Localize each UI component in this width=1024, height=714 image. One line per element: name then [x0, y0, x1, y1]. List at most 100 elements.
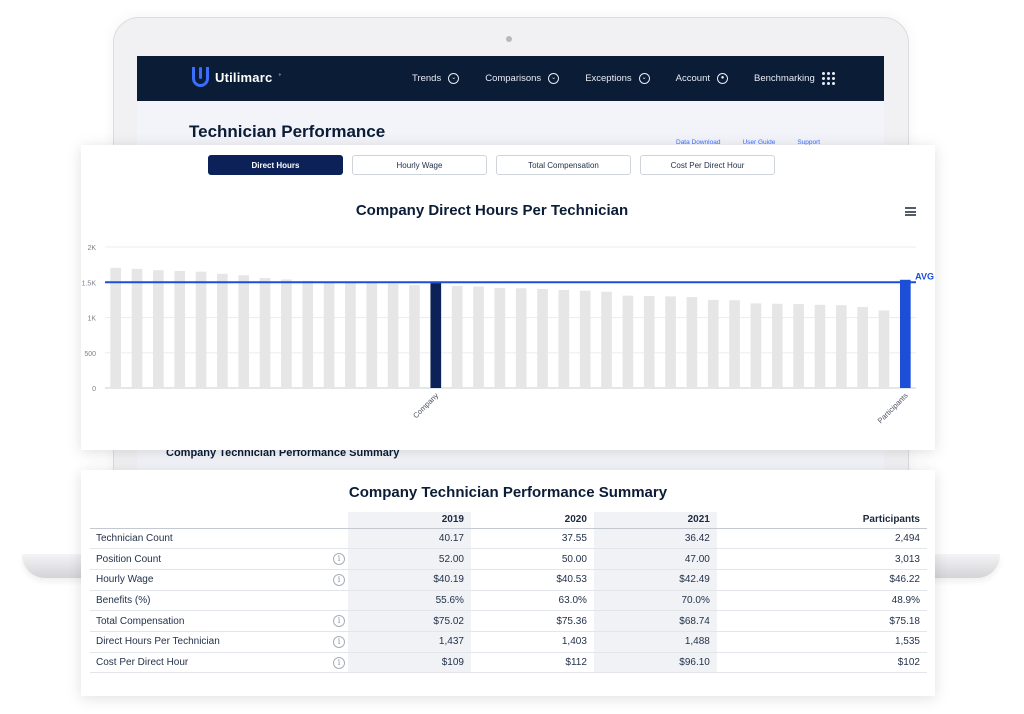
- column-header: 2019: [348, 512, 471, 529]
- user-guide-link[interactable]: User Guide: [742, 139, 776, 146]
- table-cell: 50.00: [470, 548, 594, 570]
- chart-bar[interactable]: [387, 283, 399, 388]
- chart-bar[interactable]: [665, 296, 676, 388]
- chart-bar[interactable]: [835, 305, 847, 388]
- y-tick-label: 500: [84, 351, 96, 358]
- chart-bar[interactable]: [601, 291, 612, 388]
- chart-bar-company[interactable]: [430, 283, 442, 388]
- table-header-row: 2019 2020 2021 Participants: [90, 512, 927, 529]
- chart-bar[interactable]: [110, 267, 122, 388]
- chart-bar[interactable]: [643, 295, 655, 388]
- average-label: AVG: [915, 271, 934, 281]
- chart-bar[interactable]: [302, 280, 314, 388]
- chart-bar[interactable]: [558, 290, 570, 388]
- behind-section-title: Company Technician Performance Summary: [166, 447, 400, 459]
- chart-bar[interactable]: [238, 275, 250, 388]
- row-label-cell: Benefits (%): [90, 590, 348, 612]
- chart-bar[interactable]: [323, 281, 335, 388]
- chart-bar[interactable]: [494, 287, 506, 388]
- chart-bar[interactable]: [259, 278, 271, 388]
- chart-bar[interactable]: [174, 270, 186, 388]
- row-label-cell: Cost Per Direct Hour i: [90, 652, 348, 674]
- chart-bar[interactable]: [686, 297, 698, 388]
- chart-title: Company Direct Hours Per Technician: [355, 202, 629, 219]
- tab-direct-hours[interactable]: Direct Hours: [208, 155, 343, 175]
- table-row: Cost Per Direct Hour i $109 $112 $96.10 $102: [90, 652, 927, 674]
- table-header-blank: [90, 512, 348, 529]
- info-icon[interactable]: i: [333, 615, 345, 628]
- nav-item-account[interactable]: Account ●: [676, 73, 728, 84]
- table-row: Technician Count 40.17 37.55 36.42 2,494: [90, 528, 927, 550]
- chart-bar[interactable]: [878, 310, 890, 388]
- row-label-cell: Technician Count: [90, 528, 348, 550]
- chart-bar[interactable]: [622, 295, 634, 388]
- info-icon[interactable]: i: [333, 553, 345, 566]
- table-cell: 37.55: [470, 528, 594, 550]
- chart-bar[interactable]: [153, 270, 164, 388]
- table-cell: $96.10: [593, 652, 717, 674]
- column-header: 2021: [593, 512, 717, 529]
- nav-item-comparisons[interactable]: Comparisons ⌄: [485, 73, 560, 84]
- chart-bar[interactable]: [515, 288, 527, 388]
- chart-bar[interactable]: [857, 306, 868, 388]
- chart-bar[interactable]: [771, 303, 783, 388]
- top-navbar: Utilimarc ° Trends ⌄ Comparisons ⌄ Excep…: [137, 56, 884, 101]
- nav-item-benchmarking[interactable]: Benchmarking: [754, 72, 835, 85]
- table-cell: $46.22: [716, 569, 927, 591]
- x-category-label: Company: [411, 391, 440, 420]
- chevron-down-circle-icon: ⌄: [638, 73, 650, 84]
- table-cell: 52.00: [348, 548, 471, 570]
- chart-card: Direct Hours Hourly Wage Total Compensat…: [81, 145, 935, 450]
- chart-bar[interactable]: [814, 304, 826, 388]
- table-cell: 1,535: [716, 631, 927, 653]
- chevron-down-circle-icon: ⌄: [548, 73, 560, 84]
- nav-menu: Trends ⌄ Comparisons ⌄ Exceptions ⌄ Acco…: [412, 56, 861, 101]
- grid-dots-icon: [821, 72, 835, 85]
- nav-item-exceptions[interactable]: Exceptions ⌄: [585, 73, 650, 84]
- chart-bar[interactable]: [729, 300, 740, 388]
- nav-item-label: Account: [675, 73, 710, 84]
- chart-bar[interactable]: [131, 268, 143, 388]
- nav-item-trends[interactable]: Trends ⌄: [412, 73, 460, 84]
- table-cell: $109: [348, 652, 471, 674]
- table-row: Direct Hours Per Technician i 1,437 1,403 1,…: [90, 631, 927, 653]
- info-icon[interactable]: i: [333, 573, 345, 586]
- chart-bar[interactable]: [793, 304, 804, 388]
- chart-bar[interactable]: [217, 273, 228, 388]
- chart-bar[interactable]: [281, 279, 292, 388]
- tab-cost-per-direct-hour[interactable]: Cost Per Direct Hour: [640, 155, 775, 175]
- chart-bar[interactable]: [409, 285, 420, 388]
- table-cell: $75.02: [348, 610, 471, 632]
- app-logo[interactable]: Utilimarc °: [192, 67, 281, 87]
- chart-bar-participants[interactable]: [899, 279, 911, 388]
- chart-bar[interactable]: [750, 303, 762, 388]
- chart-bar[interactable]: [345, 282, 356, 388]
- table-cell: 1,488: [593, 631, 717, 653]
- support-link[interactable]: Support: [797, 139, 821, 146]
- data-download-link[interactable]: Data Download: [676, 139, 721, 146]
- y-tick-label: 2K: [87, 245, 96, 252]
- tab-hourly-wage[interactable]: Hourly Wage: [352, 155, 487, 175]
- chart-bar[interactable]: [451, 285, 463, 388]
- info-icon[interactable]: i: [333, 635, 345, 648]
- y-tick-label: 1K: [87, 316, 96, 323]
- page-links: Data Download User Guide Support: [676, 139, 820, 146]
- table-cell: 36.42: [593, 528, 717, 550]
- chart-bar[interactable]: [579, 290, 591, 388]
- app-name: Utilimarc: [215, 69, 273, 85]
- hamburger-menu-icon[interactable]: [905, 207, 916, 216]
- chart-bar[interactable]: [707, 299, 719, 388]
- y-tick-label: 0: [92, 386, 96, 393]
- chart-bar[interactable]: [473, 286, 484, 388]
- table-cell: 3,013: [716, 548, 927, 570]
- table-row: Hourly Wage i $40.19 $40.53 $42.49 $46.22: [90, 569, 927, 591]
- row-label-cell: Total Compensation i: [90, 610, 348, 632]
- chart-bar[interactable]: [195, 271, 207, 388]
- chart-bar[interactable]: [537, 288, 548, 388]
- row-label: Hourly Wage: [96, 574, 154, 586]
- tab-total-compensation[interactable]: Total Compensation: [496, 155, 631, 175]
- info-icon[interactable]: i: [333, 656, 345, 669]
- table-cell: 55.6%: [348, 590, 471, 612]
- chart-bar[interactable]: [366, 282, 378, 388]
- row-label: Cost Per Direct Hour: [96, 656, 189, 668]
